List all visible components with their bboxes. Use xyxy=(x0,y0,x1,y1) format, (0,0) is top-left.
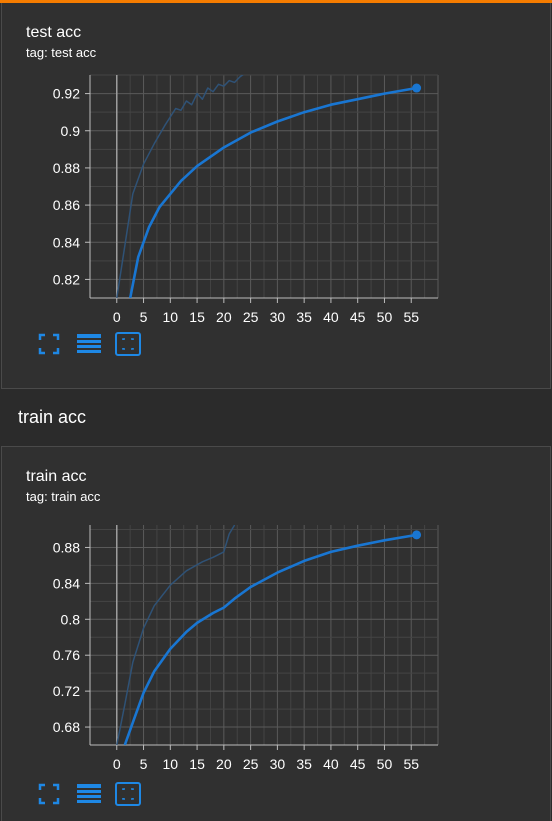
fullscreen-button[interactable] xyxy=(37,332,61,356)
x-tick-label: 55 xyxy=(403,309,419,325)
fullscreen-button[interactable] xyxy=(37,782,61,806)
y-tick-label: 0.88 xyxy=(53,539,80,555)
data-table-icon xyxy=(77,782,101,806)
fit-domain-button[interactable] xyxy=(115,332,141,356)
x-tick-label: 25 xyxy=(243,756,259,772)
x-tick-label: 0 xyxy=(113,756,121,772)
fit-domain-icon xyxy=(115,332,141,356)
data-table-button[interactable] xyxy=(77,782,101,806)
x-tick-label: 50 xyxy=(377,309,393,325)
x-tick-label: 5 xyxy=(140,756,148,772)
section-header-train-acc[interactable]: train acc xyxy=(0,390,552,445)
last-point-marker xyxy=(412,84,421,93)
fullscreen-icon xyxy=(37,782,61,806)
x-tick-label: 50 xyxy=(377,756,393,772)
x-tick-label: 0 xyxy=(113,309,121,325)
y-tick-label: 0.84 xyxy=(53,234,80,250)
x-tick-label: 20 xyxy=(216,756,232,772)
scalar-card-test-acc: test acc tag: test acc 0 5 10 15 20 25 30 35 40 4… xyxy=(1,3,551,389)
card-toolbar xyxy=(37,332,157,356)
x-tick-label: 30 xyxy=(270,756,286,772)
section-title: train acc xyxy=(18,407,86,428)
x-tick-label: 5 xyxy=(140,309,148,325)
grid xyxy=(90,75,438,298)
y-tick-label: 0.76 xyxy=(53,647,80,663)
x-tick-label: 10 xyxy=(163,309,179,325)
y-tick-label: 0.68 xyxy=(53,719,80,735)
y-tick-label: 0.9 xyxy=(61,123,81,139)
fit-domain-button[interactable] xyxy=(115,782,141,806)
x-tick-label: 40 xyxy=(323,309,339,325)
grid xyxy=(90,525,438,745)
y-tick-label: 0.8 xyxy=(61,611,81,627)
x-tick-label: 45 xyxy=(350,756,366,772)
x-tick-label: 10 xyxy=(163,756,179,772)
x-tick-label: 15 xyxy=(189,309,205,325)
fullscreen-icon xyxy=(37,332,61,356)
x-tick-label: 35 xyxy=(296,756,312,772)
y-tick-label: 0.82 xyxy=(53,271,80,287)
x-tick-label: 20 xyxy=(216,309,232,325)
x-tick-label: 35 xyxy=(296,309,312,325)
x-tick-label: 15 xyxy=(189,756,205,772)
line-chart-test-acc[interactable]: 0 5 10 15 20 25 30 35 40 45 50 55 0.82 0.84 0.86 0.88 0.… xyxy=(2,3,550,333)
y-tick-label: 0.86 xyxy=(53,197,80,213)
scalar-card-train-acc: train acc tag: train acc 0 5 10 15 20 25 30 35 4… xyxy=(1,446,551,821)
raw-series-line xyxy=(117,525,235,745)
y-tick-label: 0.84 xyxy=(53,575,80,591)
line-chart-train-acc[interactable]: 0 5 10 15 20 25 30 35 40 45 50 55 0.68 0.72 0.76 0.8 0.8… xyxy=(2,447,550,777)
fit-domain-icon xyxy=(115,782,141,806)
y-tick-label: 0.88 xyxy=(53,160,80,176)
card-toolbar xyxy=(37,782,157,806)
y-tick-label: 0.92 xyxy=(53,86,80,102)
x-tick-label: 55 xyxy=(403,756,419,772)
x-tick-label: 40 xyxy=(323,756,339,772)
last-point-marker xyxy=(412,530,421,539)
data-table-button[interactable] xyxy=(77,332,101,356)
x-tick-label: 30 xyxy=(270,309,286,325)
x-tick-label: 45 xyxy=(350,309,366,325)
data-table-icon xyxy=(77,332,101,356)
smoothed-series-line xyxy=(125,535,417,745)
x-tick-label: 25 xyxy=(243,309,259,325)
smoothed-series-line xyxy=(130,88,416,298)
y-tick-label: 0.72 xyxy=(53,683,80,699)
